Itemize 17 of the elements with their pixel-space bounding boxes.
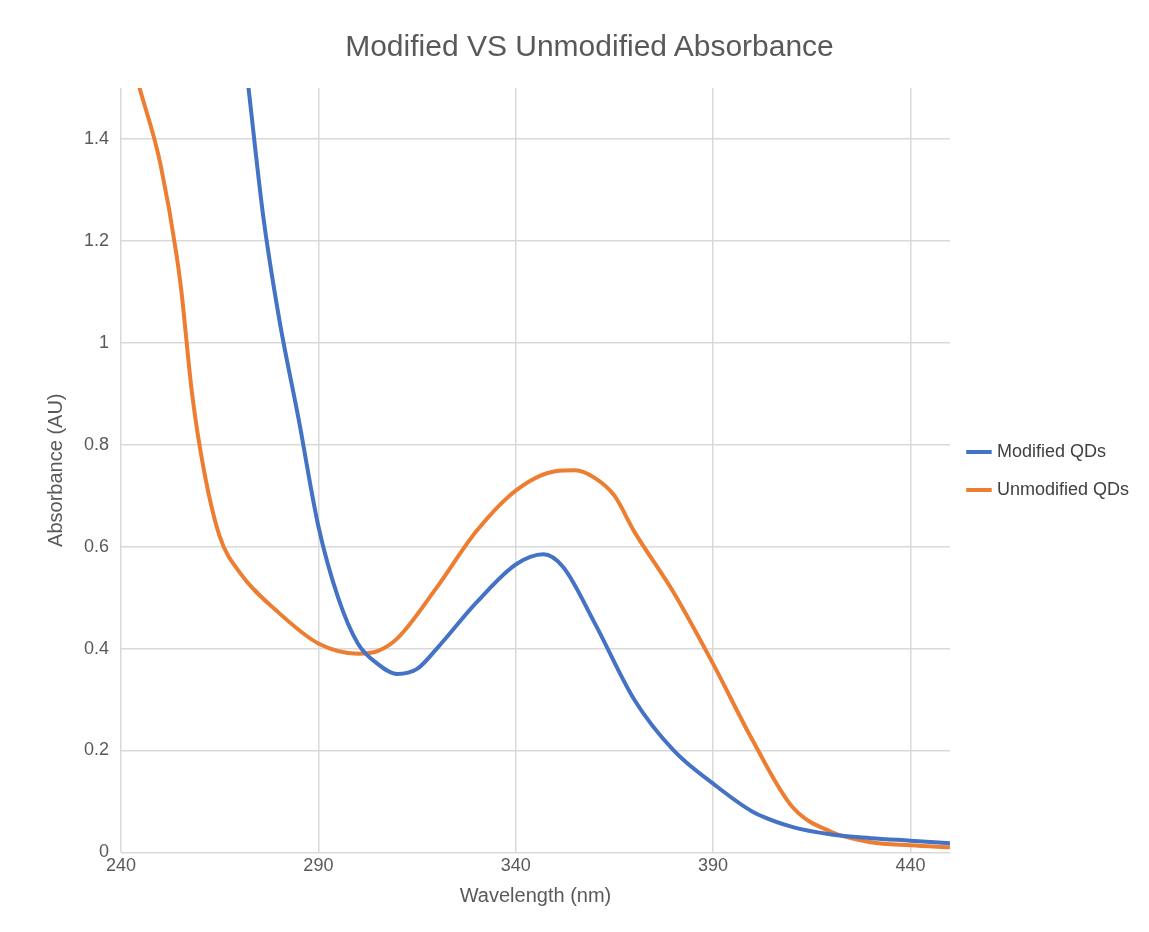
legend-label: Modified QDs: [996, 440, 1106, 461]
y-tick-label: 1.2: [83, 229, 110, 250]
y-tick-label: 1.4: [83, 127, 110, 148]
x-tick-label: 390: [698, 855, 729, 876]
y-tick-label: 0.4: [83, 637, 110, 658]
x-tick-label: 440: [895, 855, 926, 876]
chart-title: Modified VS Unmodified Absorbance: [345, 29, 834, 63]
y-tick-label: 0.2: [83, 739, 110, 760]
x-axis-title: Wavelength (nm): [459, 883, 612, 906]
x-tick-label: 340: [500, 855, 531, 876]
x-tick-label: 290: [303, 855, 334, 876]
legend-label: Unmodified QDs: [996, 478, 1129, 499]
y-tick-label: 1: [99, 331, 110, 352]
y-axis-title: Absorbance (AU): [43, 393, 66, 547]
y-tick-label: 0.8: [83, 433, 110, 454]
y-tick-label: 0.6: [83, 535, 110, 556]
x-tick-label: 240: [106, 855, 137, 876]
